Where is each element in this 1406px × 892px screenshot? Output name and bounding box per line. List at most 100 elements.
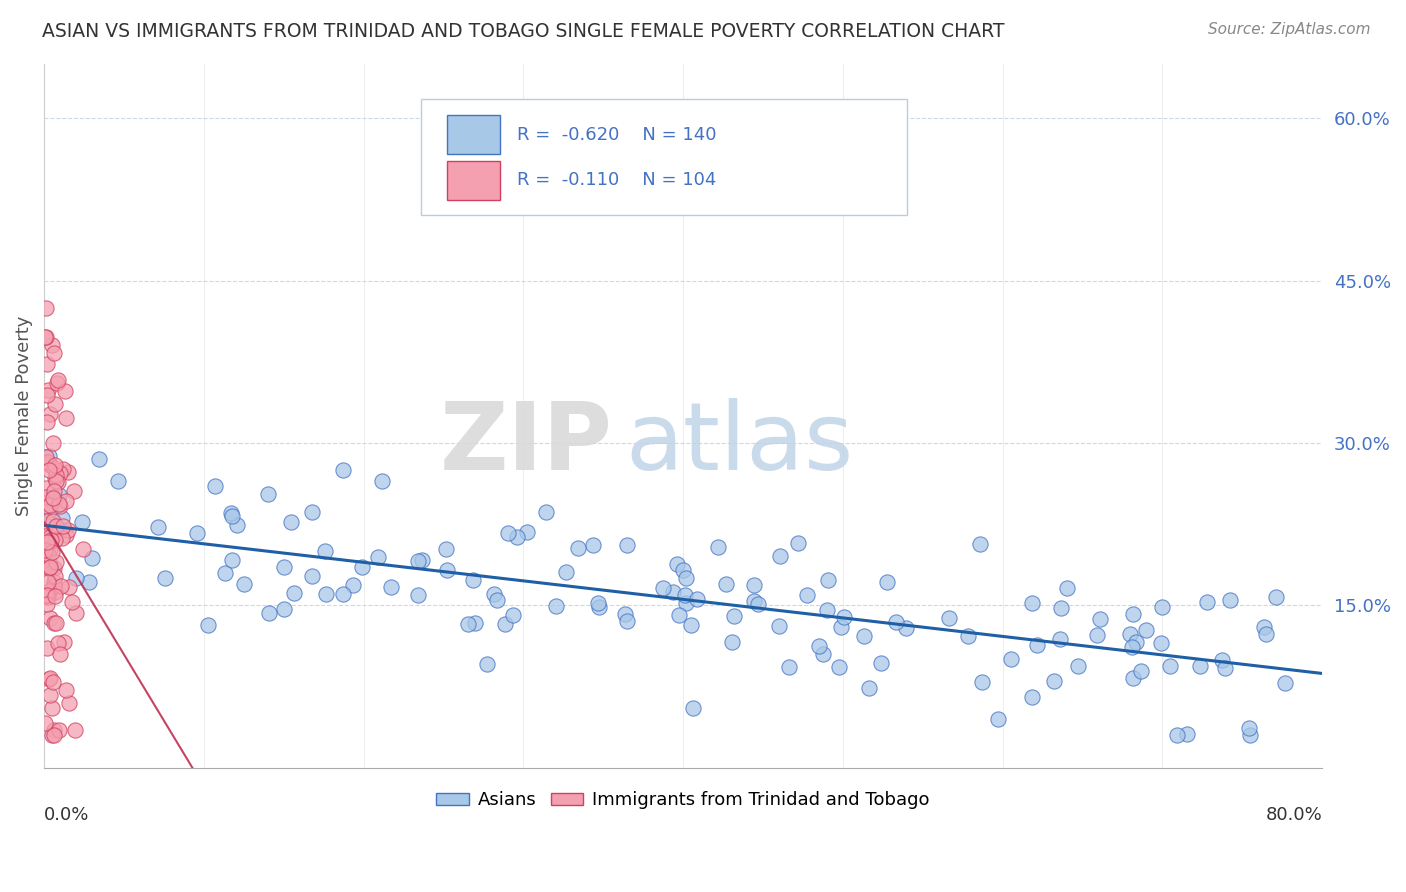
Point: [1166, 728, 1188, 742]
Point: [858, 681, 880, 696]
Point: [41, 728, 63, 742]
Point: [35, 387, 58, 401]
Point: [256, 487, 278, 501]
Point: [1239, 728, 1261, 742]
Point: [742, 578, 765, 592]
Point: [38, 558, 60, 572]
Point: [768, 618, 790, 632]
Point: [811, 647, 834, 661]
Point: [1088, 612, 1111, 626]
Point: [1254, 627, 1277, 641]
Point: [45, 467, 67, 482]
Point: [232, 577, 254, 591]
Point: [38, 560, 60, 574]
Point: [1215, 661, 1237, 675]
Point: [35, 515, 58, 529]
Point: [41, 514, 63, 528]
Point: [1125, 635, 1147, 649]
Point: [48, 488, 70, 502]
Point: [37, 534, 59, 549]
Point: [436, 563, 458, 577]
Point: [516, 525, 538, 540]
Point: [35, 301, 58, 315]
Point: [679, 617, 702, 632]
Point: [38, 530, 60, 544]
Point: [411, 553, 433, 567]
Point: [42, 728, 65, 742]
Point: [37, 575, 59, 590]
Point: [283, 586, 305, 600]
Point: [1175, 726, 1198, 740]
Point: [588, 600, 610, 615]
Point: [1000, 651, 1022, 665]
Point: [494, 617, 516, 632]
Point: [406, 588, 429, 602]
Point: [44, 397, 66, 411]
Point: [332, 462, 354, 476]
Point: [1219, 592, 1241, 607]
Point: [214, 566, 236, 581]
Point: [221, 508, 243, 523]
Point: [1119, 626, 1142, 640]
Point: [870, 656, 893, 670]
Point: [63, 723, 86, 738]
Point: [34, 589, 56, 603]
Point: [197, 618, 219, 632]
Point: [38, 611, 60, 625]
Point: [37, 547, 59, 561]
Point: [186, 526, 208, 541]
Point: [408, 554, 430, 568]
Point: [44, 458, 66, 473]
Point: [55, 683, 77, 698]
Point: [1150, 636, 1173, 650]
Point: [35, 597, 58, 611]
Point: [42, 490, 65, 504]
Point: [34, 715, 56, 730]
Point: [502, 608, 524, 623]
Point: [58, 580, 80, 594]
Point: [53, 635, 76, 649]
Point: [221, 553, 243, 567]
Point: [55, 411, 77, 425]
Point: [1049, 632, 1071, 647]
Point: [49, 499, 72, 513]
Point: [464, 615, 486, 630]
Point: [434, 542, 457, 557]
Point: [37, 383, 59, 397]
Point: [534, 505, 557, 519]
Point: [44, 568, 66, 582]
Point: [828, 660, 851, 674]
Point: [273, 559, 295, 574]
Point: [1026, 638, 1049, 652]
Point: [46, 373, 69, 387]
Point: [35, 557, 58, 571]
Point: [1121, 640, 1143, 654]
Point: [1197, 595, 1219, 609]
Point: [42, 436, 65, 450]
Point: [38, 498, 60, 512]
Text: atlas: atlas: [626, 398, 853, 490]
Point: [35, 551, 58, 566]
Point: [46, 635, 69, 649]
Point: [49, 647, 72, 661]
Point: [808, 639, 831, 653]
Point: [77, 574, 100, 589]
Point: [38, 560, 60, 574]
Point: [34, 588, 56, 602]
Point: [65, 571, 87, 585]
Point: [45, 518, 67, 533]
Point: [58, 523, 80, 537]
Point: [34, 530, 56, 544]
Point: [80, 550, 103, 565]
Point: [884, 615, 907, 629]
Point: [42, 674, 65, 689]
Point: [787, 535, 810, 549]
Point: [1150, 599, 1173, 614]
Point: [506, 530, 529, 544]
Point: [44, 471, 66, 485]
Point: [367, 549, 389, 564]
Point: [496, 526, 519, 541]
Point: [832, 609, 855, 624]
Point: [796, 588, 818, 602]
Point: [257, 606, 280, 620]
